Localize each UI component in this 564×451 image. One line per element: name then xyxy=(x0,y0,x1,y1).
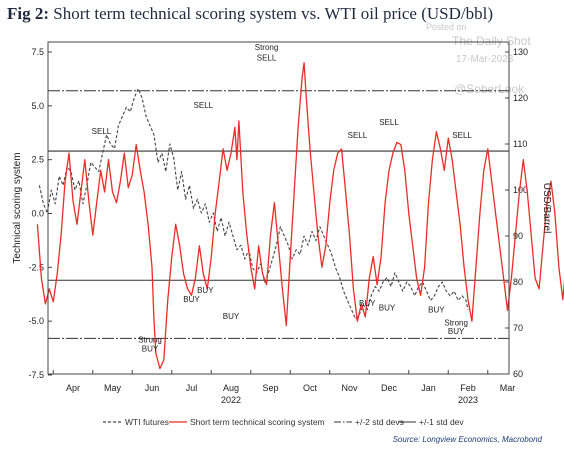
x-tick-label: Oct xyxy=(303,383,318,393)
x-tick-label: Jun xyxy=(145,383,160,393)
x-tick-label: Feb xyxy=(460,383,476,393)
x-tick-label: Jan xyxy=(421,383,436,393)
legend-label-wti: WTI futures xyxy=(125,417,169,427)
y-axis-left-label: Technical scoring system xyxy=(12,152,23,263)
figure-title-text: Short term technical scoring system vs. … xyxy=(53,4,493,23)
right-tick-label: 130 xyxy=(513,47,528,57)
left-tick-label: -2.5 xyxy=(28,262,44,272)
annotation-buy: BUY xyxy=(223,312,240,321)
watermark-handle: @SoberLook xyxy=(454,82,525,96)
chart-title: Fig 2: Short term technical scoring syst… xyxy=(7,4,493,24)
legend: WTI futures Short term technical scoring… xyxy=(103,417,464,427)
legend-label-2sd: +/-2 std devs xyxy=(355,417,404,427)
x-tick-label: Dec xyxy=(381,383,398,393)
x-tick-label: Aug xyxy=(223,383,239,393)
right-tick-label: 70 xyxy=(513,323,523,333)
left-tick-label: 0.0 xyxy=(31,209,44,219)
right-tick-label: 100 xyxy=(513,185,528,195)
left-tick-label: 2.5 xyxy=(31,155,44,165)
x-year-label: 2023 xyxy=(458,395,478,405)
x-tick-label: May xyxy=(104,383,122,393)
x-tick-label: Mar xyxy=(500,383,516,393)
x-tick-label: Apr xyxy=(66,383,80,393)
annotation-sell: SELL xyxy=(379,118,399,127)
annotation-sell: SELL xyxy=(92,127,112,136)
left-tick-label: -7.5 xyxy=(28,370,44,380)
annotation-buy: BUY xyxy=(142,344,159,353)
source-note: Source: Longview Economics, Macrobond xyxy=(393,435,543,444)
annotation-strong: Strong xyxy=(138,336,162,345)
right-tick-label: 120 xyxy=(513,93,528,103)
x-year-label: 2022 xyxy=(221,395,241,405)
annotation-buy: BUY xyxy=(197,286,214,295)
reference-lines xyxy=(48,90,509,339)
left-axis-ticks: 7.5 5.0 2.5 0.0 -2.5 -5.0 -7.5 xyxy=(28,47,52,380)
annotation-buy: BUY xyxy=(428,306,445,315)
right-tick-label: 90 xyxy=(513,231,523,241)
left-tick-label: 5.0 xyxy=(31,101,44,111)
right-tick-label: 110 xyxy=(513,139,527,149)
watermark-site: The Daily Shot xyxy=(452,34,531,48)
watermark-posted-on: Posted on xyxy=(426,22,467,32)
annotation-buy: BUY xyxy=(379,303,396,312)
right-tick-label: 80 xyxy=(513,277,523,287)
annotation-buy: BUY xyxy=(183,295,200,304)
right-axis-ticks: 130 120 110 100 90 80 70 60 xyxy=(505,47,528,379)
annotation-strong: Strong xyxy=(444,318,468,327)
annotation-sell: SELL xyxy=(348,131,368,140)
series-layer xyxy=(36,62,564,370)
legend-label-1sd: +/-1 std dev xyxy=(419,417,464,427)
left-tick-label: 7.5 xyxy=(31,47,44,57)
annotation-buy: BUY xyxy=(359,299,376,308)
annotation-sell: SELL xyxy=(194,101,214,110)
x-tick-label: Jul xyxy=(186,383,198,393)
left-tick-label: -5.0 xyxy=(28,316,44,326)
figure-label: Fig 2: xyxy=(7,4,50,23)
annotation-strong: Strong xyxy=(255,43,279,52)
annotation-sell: SELL xyxy=(452,131,472,140)
wti-futures-line xyxy=(38,88,469,320)
x-axis-ticks: Apr May Jun Jul Aug Sep Oct Nov Dec Jan Feb Mar 2022… xyxy=(52,370,516,405)
annotation-sell: SELL xyxy=(257,54,277,63)
legend-label-score: Short term technical scoring system xyxy=(190,417,325,427)
annotation-buy: BUY xyxy=(448,327,465,336)
plot-frame xyxy=(47,41,510,375)
technical-score-line xyxy=(36,62,564,370)
x-tick-label: Sep xyxy=(262,383,278,393)
x-tick-label: Nov xyxy=(341,383,358,393)
watermark-date: 17-Mar-2023 xyxy=(456,54,514,65)
right-tick-label: 60 xyxy=(513,369,523,379)
y-axis-right-label: USD/Barrel xyxy=(541,183,552,234)
